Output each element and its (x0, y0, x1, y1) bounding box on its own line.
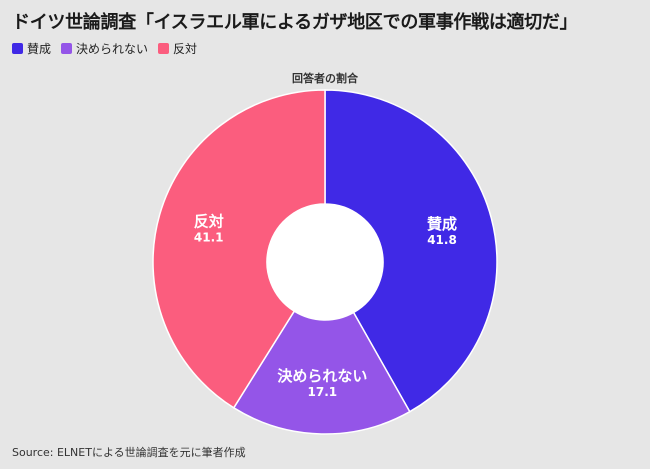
legend-swatch-oppose (158, 43, 170, 54)
slice-label-undecided: 決められない (277, 367, 367, 385)
legend-item-oppose: 反対 (158, 40, 197, 57)
source-note: Source: ELNETによる世論調査を元に筆者作成 (12, 446, 246, 459)
legend: 賛成 決められない 反対 (12, 40, 197, 57)
legend-item-agree: 賛成 (12, 40, 51, 57)
slice-value-undecided: 17.1 (308, 385, 338, 399)
legend-swatch-agree (12, 43, 23, 54)
donut-hole (267, 204, 383, 320)
slice-value-agree: 41.8 (427, 233, 457, 247)
legend-label-oppose: 反対 (173, 42, 198, 56)
slice-label-oppose: 反対 (194, 213, 224, 231)
legend-label-undecided: 決められない (76, 42, 149, 56)
chart-subtitle: 回答者の割合 (292, 72, 358, 85)
slice-label-agree: 賛成 (427, 215, 457, 233)
legend-label-agree: 賛成 (27, 42, 52, 56)
chart-title: ドイツ世論調査「イスラエル軍によるガザ地区での軍事作戦は適切だ」 (12, 12, 578, 33)
legend-swatch-undecided (61, 43, 73, 54)
legend-item-undecided: 決められない (61, 40, 148, 57)
slice-value-oppose: 41.1 (194, 231, 224, 245)
